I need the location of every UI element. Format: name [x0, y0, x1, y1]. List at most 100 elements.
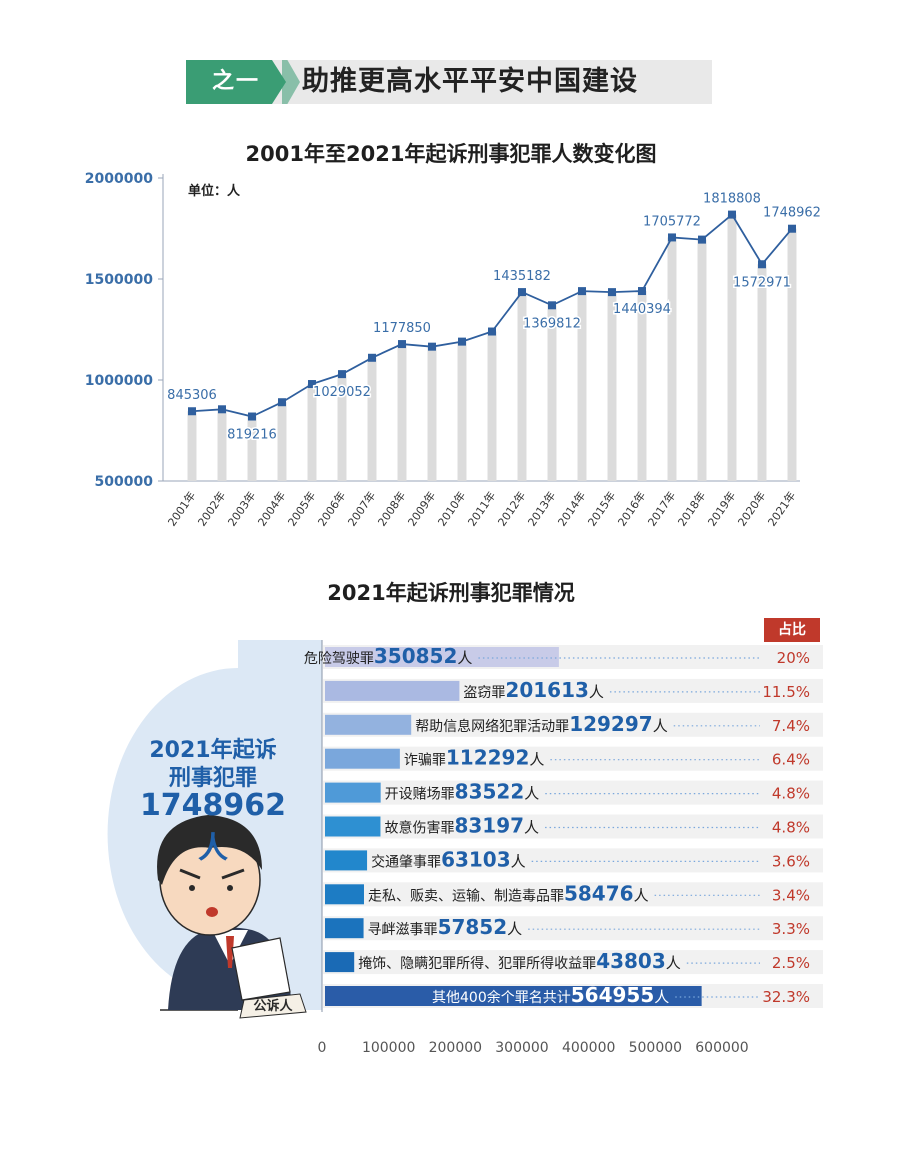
category-label: 掩饰、隐瞒犯罪所得、犯罪所得收益罪43803人	[358, 949, 681, 973]
prosecutor-illustration: 公诉人	[157, 815, 307, 1019]
category-name: 帮助信息网络犯罪活动罪	[415, 718, 569, 735]
category-bar	[325, 782, 381, 803]
year-column	[397, 344, 407, 481]
year-column	[697, 239, 707, 481]
year-column	[667, 237, 677, 481]
y-tick-label: 1500000	[85, 272, 153, 288]
category-name: 故意伤害罪	[384, 820, 454, 837]
category-label: 帮助信息网络犯罪活动罪129297人	[415, 712, 668, 736]
category-label: 盗窃罪201613人	[463, 678, 604, 702]
hair	[157, 815, 262, 885]
x-tick-label: 600000	[695, 1040, 748, 1056]
data-point	[308, 380, 316, 389]
category-percentage: 4.8%	[772, 785, 810, 803]
category-percentage: 32.3%	[762, 988, 810, 1006]
category-unit: 人	[511, 852, 526, 870]
row-band	[323, 848, 823, 873]
year-column	[247, 416, 257, 481]
data-label: 1572971	[733, 275, 791, 290]
category-value: 112292	[446, 746, 530, 770]
category-label: 走私、贩卖、运输、制造毒品罪58476人	[368, 881, 649, 905]
category-value: 129297	[569, 712, 653, 736]
category-label: 危险驾驶罪350852人	[304, 644, 473, 668]
year-column	[577, 291, 587, 481]
data-label: 1818808	[703, 192, 761, 207]
category-unit: 人	[524, 785, 539, 803]
category-value: 63103	[441, 847, 511, 871]
category-bar	[325, 918, 364, 939]
category-name: 掩饰、隐瞒犯罪所得、犯罪所得收益罪	[358, 955, 596, 972]
x-tick-label: 100000	[362, 1040, 415, 1056]
nameplate	[239, 993, 307, 1019]
category-name: 交通肇事罪	[371, 853, 441, 870]
category-bar	[325, 952, 355, 973]
year-column	[367, 357, 377, 481]
category-value: 43803	[596, 949, 666, 973]
category-unit: 人	[634, 886, 649, 904]
data-point	[578, 287, 586, 296]
category-bar	[325, 884, 364, 905]
year-column	[217, 409, 227, 481]
line-chart-title: 2001年至2021年起诉刑事犯罪人数变化图	[245, 142, 657, 166]
panel-line1: 2021年起诉	[149, 738, 277, 763]
year-column	[307, 384, 317, 481]
data-point	[668, 233, 676, 242]
category-value: 201613	[505, 678, 589, 702]
data-point	[368, 353, 376, 362]
data-point	[608, 288, 616, 297]
category-bar	[325, 986, 702, 1006]
category-percentage: 4.8%	[772, 819, 810, 837]
data-label: 845306	[167, 388, 217, 403]
category-unit: 人	[507, 920, 522, 938]
category-name: 诈骗罪	[404, 753, 446, 769]
year-column	[547, 305, 557, 481]
row-band	[323, 780, 823, 805]
category-value: 350852	[374, 644, 458, 668]
data-point	[728, 210, 736, 219]
year-column	[757, 264, 767, 481]
eye-right	[227, 885, 233, 891]
data-label: 1177850	[373, 321, 431, 336]
eyebrows	[179, 868, 245, 880]
data-label: 1705772	[643, 214, 701, 229]
year-column	[337, 374, 347, 481]
year-column	[427, 346, 437, 481]
category-unit: 人	[529, 751, 544, 769]
line-chart: 5000001000000150000020000002001年2002年200…	[85, 171, 823, 529]
x-tick-label: 200000	[429, 1040, 482, 1056]
category-percentage: 3.4%	[772, 886, 810, 904]
x-tick-label: 300000	[495, 1040, 548, 1056]
data-point	[278, 398, 286, 407]
category-value: 83197	[454, 814, 524, 838]
category-label: 寻衅滋事罪57852人	[368, 915, 523, 939]
data-label: 1440394	[613, 302, 671, 317]
category-percentage: 7.4%	[772, 717, 810, 735]
category-value: 83522	[455, 780, 525, 804]
x-tick-label: 0	[318, 1040, 327, 1056]
section-banner: 之一 助推更高水平平安中国建设	[186, 60, 712, 104]
y-tick-label: 500000	[95, 474, 154, 490]
year-column	[727, 214, 737, 482]
data-label: 1748962	[763, 206, 821, 221]
percent-header: 占比	[764, 618, 820, 642]
category-value: 57852	[438, 915, 508, 939]
category-label: 开设赌场罪83522人	[385, 780, 540, 804]
category-name: 寻衅滋事罪	[368, 922, 438, 938]
category-unit: 人	[589, 683, 604, 701]
year-column	[187, 411, 197, 481]
category-label: 故意伤害罪83197人	[384, 814, 539, 838]
data-point	[488, 327, 496, 336]
y-tick-label: 2000000	[85, 171, 153, 187]
category-percentage: 3.3%	[772, 920, 810, 938]
category-name: 其他400余个罪名共计	[432, 989, 571, 1006]
panel-line2: 刑事犯罪	[168, 766, 257, 791]
data-point	[428, 342, 436, 351]
category-name: 危险驾驶罪	[304, 651, 374, 667]
mouth	[206, 907, 218, 917]
category-name: 盗窃罪	[463, 685, 505, 701]
data-point	[338, 370, 346, 379]
x-tick-label: 500000	[629, 1040, 682, 1056]
data-label: 1435182	[493, 269, 551, 284]
x-tick-label: 400000	[562, 1040, 615, 1056]
